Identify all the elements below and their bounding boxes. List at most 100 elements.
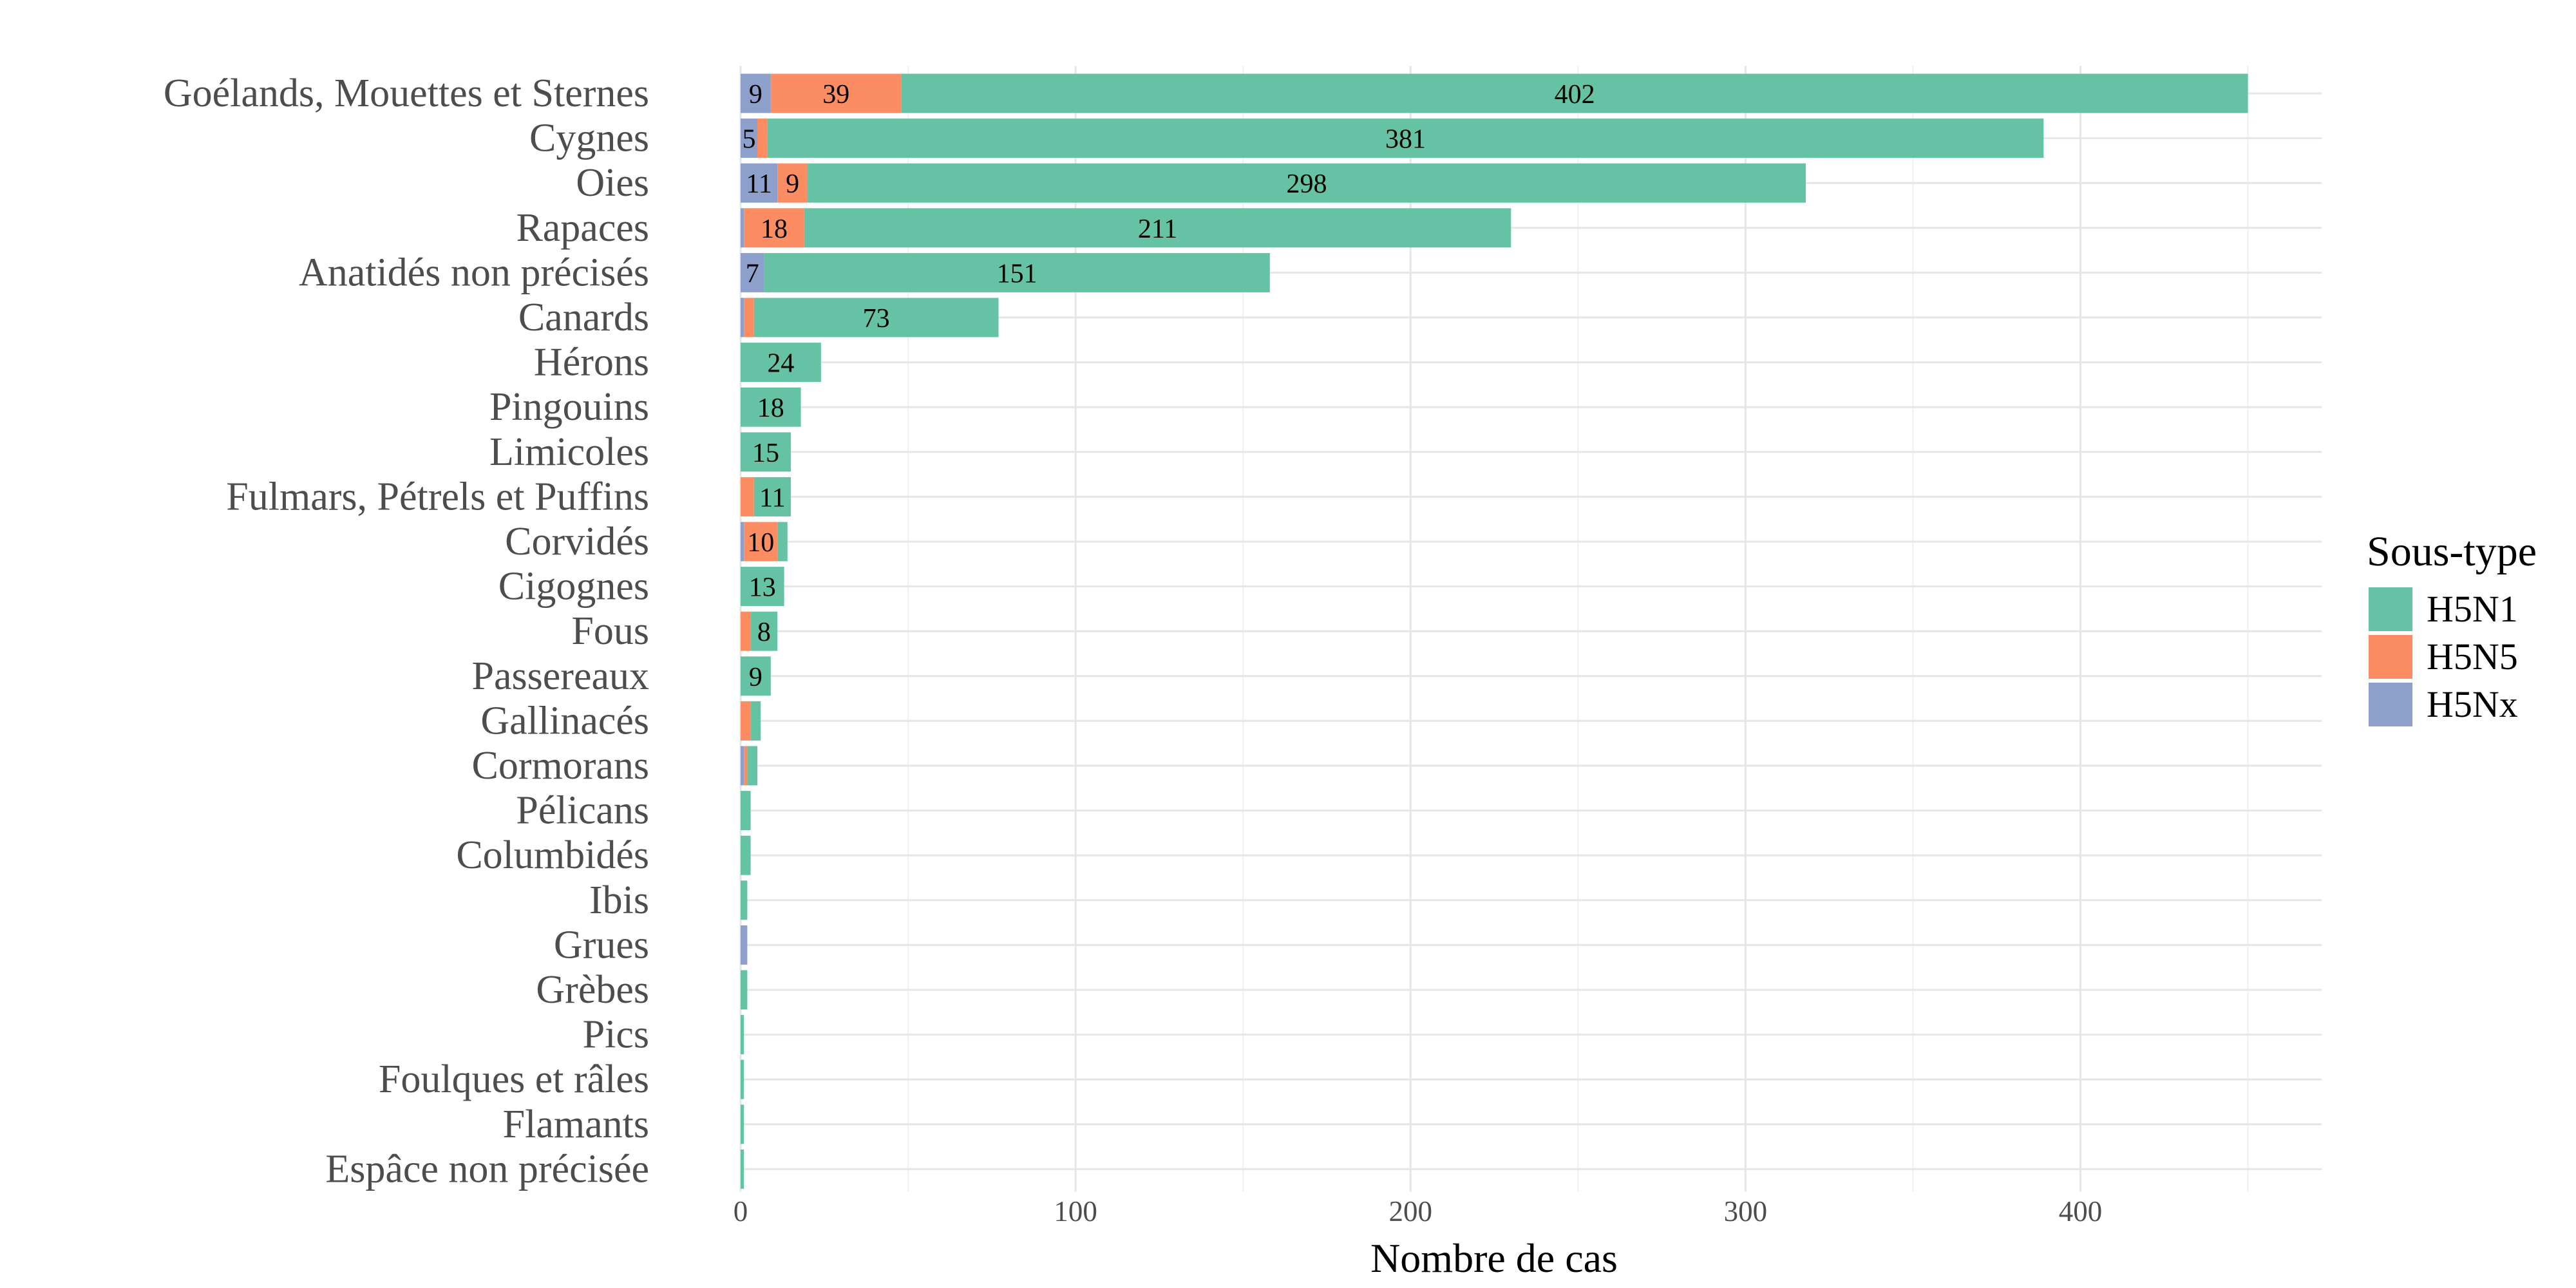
data-label: 381 [1385,125,1426,155]
data-labels: 9 39 402 5 381 11 9 298 18 211 7 151 73 24 18 15 11 10 13 8… [743,80,1595,692]
bar-segment-h5n1 [741,387,801,427]
bar-segment-h5n1 [804,208,1511,248]
x-axis-title: Nombre de cas [1370,1235,1618,1281]
x-tick-label: 200 [1389,1195,1433,1227]
bar-segment-h5n5 [744,298,754,337]
bar-segment-h5nx [741,298,744,337]
bar-segment-h5n1 [767,118,2044,158]
data-label: 11 [746,169,772,199]
category-label: Ibis [589,878,649,922]
data-label: 11 [759,483,785,513]
category-label: Foulques et râles [379,1057,649,1101]
bar-segment-h5nx [741,163,778,203]
category-label: Columbidés [456,833,649,877]
category-label: Limicoles [489,430,649,474]
bar-segment-h5n5 [757,118,768,158]
bar-segment-h5n1 [741,880,748,920]
bar-segment-h5n1 [741,656,771,696]
category-label: Corvidés [505,520,649,564]
bar-segment-h5nx [741,118,758,158]
bar-segment-h5nx [741,252,764,292]
bar-segment-h5n1 [741,835,751,875]
bar-segment-h5n5 [770,73,902,113]
bar-segment-h5n1 [764,252,1270,292]
bar-segment-h5nx [741,925,748,965]
data-label: 211 [1138,214,1177,244]
bar-segment-h5n1 [750,611,778,651]
bar-segment-h5n1 [753,298,999,337]
category-label: Cygnes [529,117,649,160]
category-label: Oies [576,161,649,205]
data-label: 24 [767,349,794,379]
legend-swatch-h5n1 [2369,587,2412,631]
data-label: 73 [863,304,890,334]
bar-segment-h5n1 [747,746,758,786]
x-tick-label: 400 [2059,1195,2103,1227]
bar-segment-h5n1 [741,343,821,383]
data-label: 39 [822,80,849,109]
bar-segment-h5n1 [753,477,791,516]
legend: Sous-type H5N1 H5N5 H5Nx [2367,528,2537,726]
category-label: Espâce non précisée [325,1147,649,1191]
legend-title: Sous-type [2367,528,2537,575]
data-label: 10 [747,528,774,558]
bar-segment-h5nx [741,746,744,786]
category-label: Gallinacés [480,699,649,743]
bar-segment-h5n5 [741,701,751,741]
data-label: 9 [786,169,799,199]
legend-label-h5n5: H5N5 [2427,636,2518,677]
bar-segment-h5n5 [741,611,751,651]
category-label: Passereaux [472,654,649,698]
bar-segment-h5nx [741,73,771,113]
bar-segment-h5n1 [750,701,761,741]
bar-segment-h5n1 [741,1149,744,1189]
bars [741,73,2248,1189]
data-label: 298 [1287,169,1327,199]
x-tick-label: 0 [734,1195,748,1227]
data-label: 5 [743,125,756,155]
bar-segment-h5n1 [741,432,791,472]
category-label: Rapaces [516,206,649,250]
legend-label-h5nx: H5Nx [2427,683,2518,725]
category-label: Fous [571,609,649,653]
legend-swatch-h5nx [2369,683,2412,726]
data-label: 18 [757,393,784,423]
bar-segment-h5n5 [744,746,748,786]
bar-segment-h5n1 [808,163,1806,203]
category-label: Cormorans [471,744,649,788]
category-label: Pics [583,1013,649,1057]
bar-segment-h5n1 [741,1015,744,1055]
bar-segment-h5nx [741,208,744,248]
category-label: Pingouins [489,385,649,429]
data-label: 15 [752,439,779,468]
bar-segment-h5n1 [741,1059,744,1099]
x-axis-ticks: 0 100 200 300 400 [734,1195,2103,1227]
category-label: Canards [518,296,649,339]
data-label: 13 [749,573,776,603]
data-label: 7 [746,259,759,289]
category-label: Fulmars, Pétrels et Puffins [226,475,649,518]
bar-segment-h5n5 [777,163,808,203]
data-label: 9 [749,663,762,692]
category-label: Grues [554,923,649,967]
data-label: 151 [997,259,1037,289]
category-label: Cigognes [498,565,649,609]
data-label: 18 [761,214,788,244]
data-label: 8 [757,618,771,647]
bar-segment-h5n1 [741,791,751,831]
bar-segment-h5n5 [744,522,778,562]
category-label: Grèbes [536,968,649,1012]
bar-segment-h5n1 [741,970,748,1010]
category-label: Flamants [503,1103,649,1146]
data-label: 402 [1555,80,1595,109]
y-axis-labels: Goélands, Mouettes et SternesCygnesOiesR… [164,71,649,1191]
x-tick-label: 300 [1724,1195,1768,1227]
x-tick-label: 100 [1054,1195,1097,1227]
bar-segment-h5nx [741,522,744,562]
category-label: Pélicans [516,789,649,833]
legend-label-h5n1: H5N1 [2427,588,2518,630]
bar-segment-h5n1 [741,567,784,607]
bar-segment-h5n1 [777,522,788,562]
bar-segment-h5n5 [741,477,754,516]
